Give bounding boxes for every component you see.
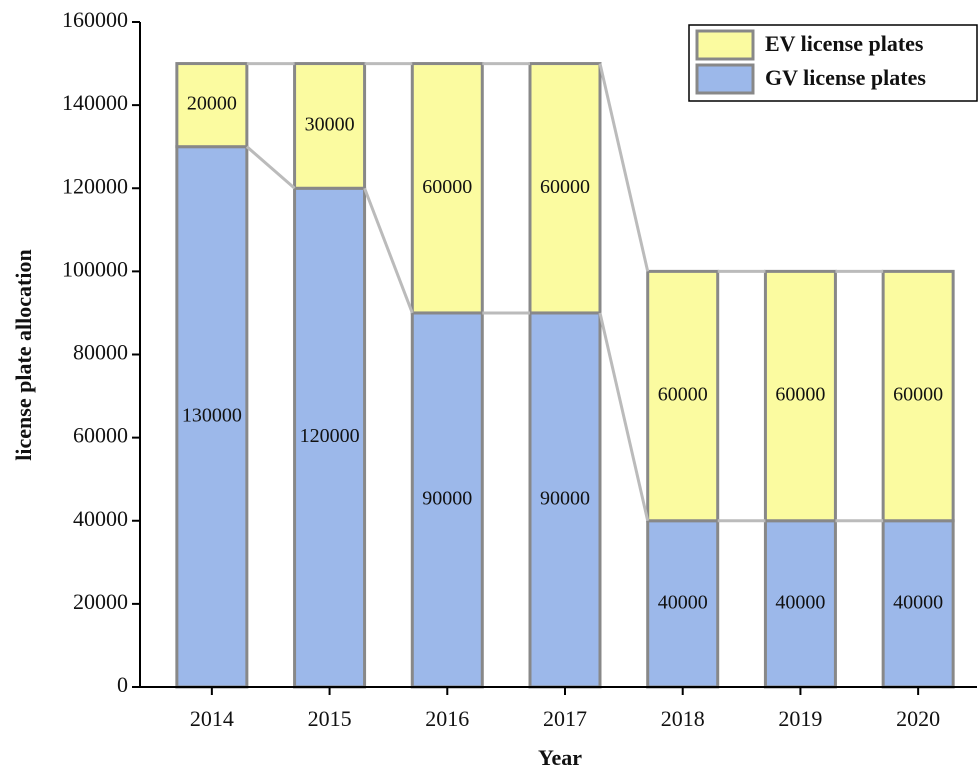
data-label: 40000 [893,591,943,613]
x-tick-label: 2017 [543,706,587,731]
bar-segment [763,269,837,523]
connector [598,312,650,522]
y-tick-label: 80000 [73,340,128,365]
data-label: 90000 [540,488,590,510]
legend-swatch [695,29,755,61]
data-label: 60000 [422,176,472,198]
data-label: 60000 [540,176,590,198]
x-tick-label: 2018 [661,706,705,731]
data-label: 30000 [305,114,355,136]
y-tick-label: 0 [117,672,128,697]
y-tick-label: 140000 [62,90,128,115]
connector [363,187,414,314]
data-label: 20000 [187,93,237,115]
data-label: 60000 [893,384,943,406]
bar-segment [528,62,602,315]
x-tick-label: 2019 [778,706,822,731]
legend-label: GV license plates [765,65,926,90]
data-label: 130000 [182,404,242,426]
x-tick-label: 2014 [190,706,234,731]
data-label: 60000 [775,384,825,406]
legend-label: EV license plates [765,31,924,56]
data-label: 40000 [775,591,825,613]
y-tick-label: 120000 [62,173,128,198]
y-tick-label: 60000 [73,423,128,448]
y-tick-label: 100000 [62,256,128,281]
data-label: 120000 [300,425,360,447]
y-tick-label: 160000 [62,7,128,32]
data-label: 90000 [422,488,472,510]
y-tick-label: 20000 [73,589,128,614]
x-tick-label: 2016 [425,706,469,731]
data-label: 60000 [658,384,708,406]
connector [245,145,296,190]
data-label: 40000 [658,591,708,613]
legend-swatch [695,63,755,95]
x-axis-label: Year [538,745,582,770]
y-axis-label: license plate allocation [11,249,36,460]
x-tick-label: 2020 [896,706,940,731]
bar-segment [175,62,249,149]
bar-segment [293,62,367,190]
x-tick-label: 2015 [308,706,352,731]
bar-segment [410,62,484,315]
connector [598,63,650,272]
bar-segment [646,269,720,523]
bar-segment [881,269,955,523]
y-tick-label: 40000 [73,506,128,531]
